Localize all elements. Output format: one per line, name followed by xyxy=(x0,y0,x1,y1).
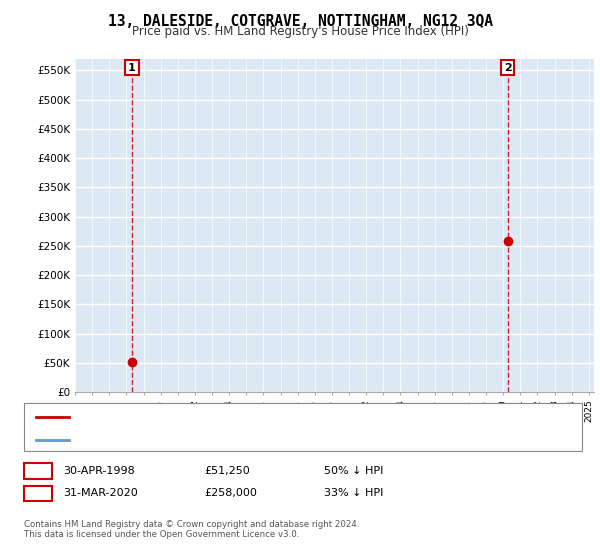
Text: Contains HM Land Registry data © Crown copyright and database right 2024.
This d: Contains HM Land Registry data © Crown c… xyxy=(24,520,359,539)
Text: 13, DALESIDE, COTGRAVE, NOTTINGHAM, NG12 3QA (detached house): 13, DALESIDE, COTGRAVE, NOTTINGHAM, NG12… xyxy=(75,412,443,422)
Text: 30-APR-1998: 30-APR-1998 xyxy=(63,466,135,476)
Text: £51,250: £51,250 xyxy=(204,466,250,476)
Text: HPI: Average price, detached house, Rushcliffe: HPI: Average price, detached house, Rush… xyxy=(75,435,319,445)
Text: 2: 2 xyxy=(503,63,511,73)
Text: 50% ↓ HPI: 50% ↓ HPI xyxy=(324,466,383,476)
Text: 1: 1 xyxy=(128,63,136,73)
Text: 33% ↓ HPI: 33% ↓ HPI xyxy=(324,488,383,498)
Text: 2: 2 xyxy=(34,487,42,500)
Text: 1: 1 xyxy=(34,464,42,478)
Text: 13, DALESIDE, COTGRAVE, NOTTINGHAM, NG12 3QA: 13, DALESIDE, COTGRAVE, NOTTINGHAM, NG12… xyxy=(107,14,493,29)
Text: Price paid vs. HM Land Registry's House Price Index (HPI): Price paid vs. HM Land Registry's House … xyxy=(131,25,469,38)
Text: £258,000: £258,000 xyxy=(204,488,257,498)
Text: 31-MAR-2020: 31-MAR-2020 xyxy=(63,488,138,498)
